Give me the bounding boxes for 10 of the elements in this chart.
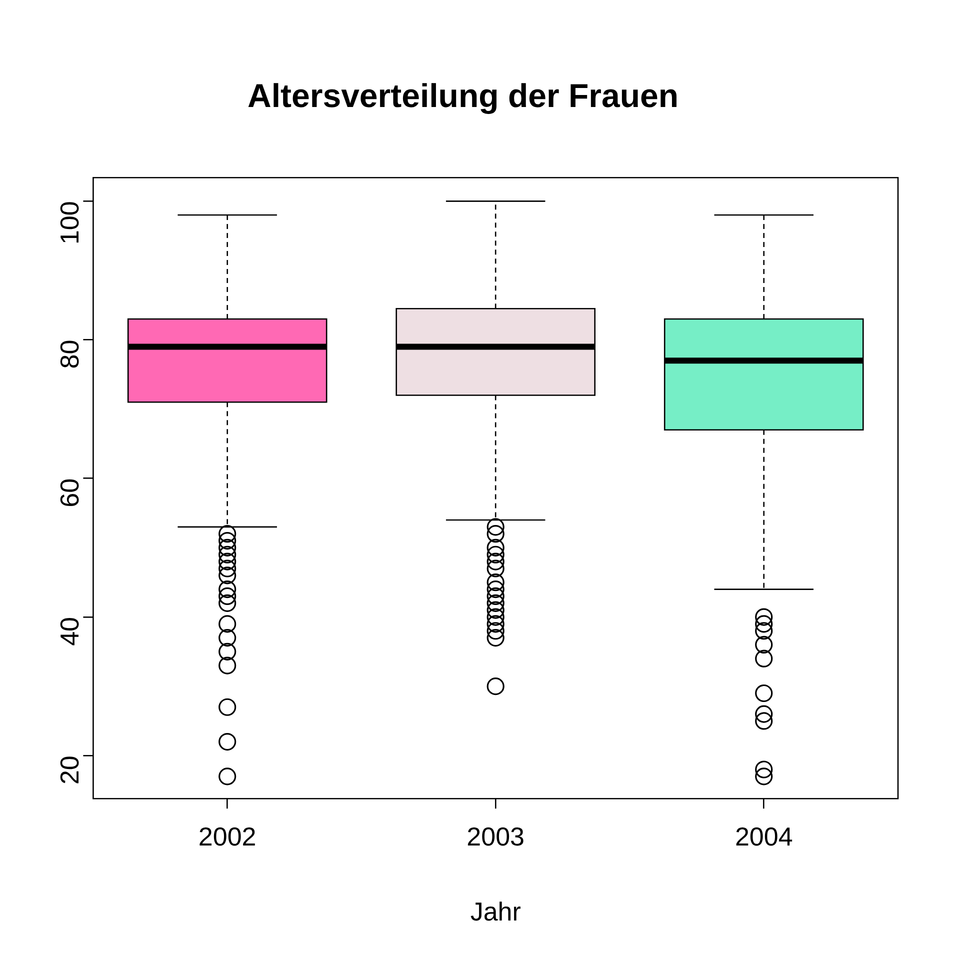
y-tick-label: 60 xyxy=(54,478,84,508)
y-tick-label: 40 xyxy=(54,617,84,646)
x-tick-label: 2002 xyxy=(198,821,256,852)
x-tick-label: 2004 xyxy=(734,821,793,852)
x-tick-label: 2003 xyxy=(466,821,525,852)
y-tick-label: 80 xyxy=(54,340,84,369)
chart-title: Altersverteilung der Frauen xyxy=(248,76,678,114)
y-tick-label: 20 xyxy=(54,756,84,785)
y-tick-label: 100 xyxy=(54,201,84,245)
x-axis-title: Jahr xyxy=(470,896,522,927)
